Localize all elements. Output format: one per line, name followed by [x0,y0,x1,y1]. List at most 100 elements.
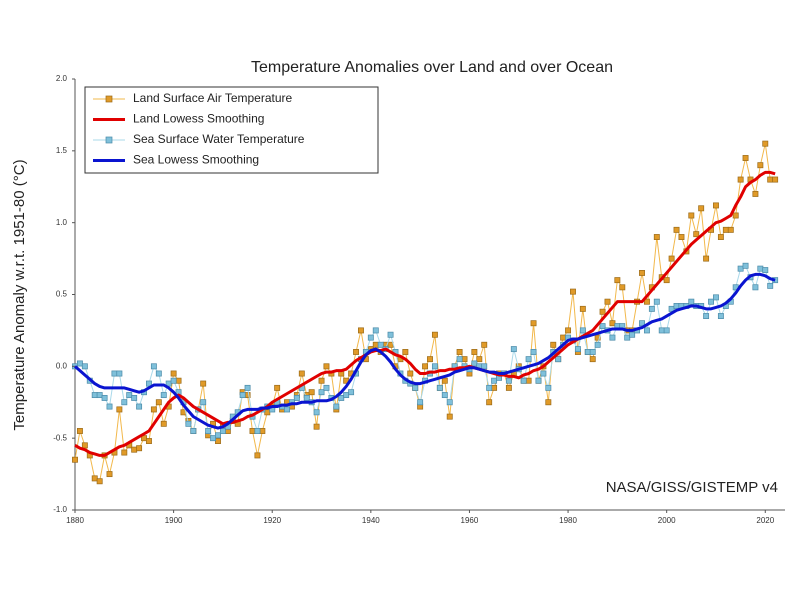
data-point [722,226,729,233]
data-point [653,298,660,305]
y-tick-label: 0.5 [56,290,68,299]
data-point [643,298,650,305]
data-point [456,356,463,363]
data-point [535,377,542,384]
data-point [155,399,162,406]
data-point [358,327,364,334]
x-tick-label: 1900 [165,516,183,525]
data-point [348,389,355,396]
data-point [565,327,572,334]
data-point [160,420,167,427]
data-point [668,255,675,262]
data-point [752,284,759,291]
data-point [732,212,739,219]
data-point [91,392,98,399]
data-point [604,298,611,305]
data-point [545,384,552,391]
data-point [742,262,749,269]
data-point [619,284,626,291]
data-point [446,399,453,406]
y-tick-label: -0.5 [53,433,67,442]
x-tick-label: 1940 [362,516,380,525]
data-point [106,471,113,478]
data-point [150,363,157,370]
legend-marker [105,95,113,103]
data-point [244,384,251,391]
data-point [259,428,266,434]
x-tick-label: 1920 [263,516,281,525]
data-point [205,428,212,434]
data-point [387,341,394,348]
data-point [431,331,438,338]
y-tick-label: 2.0 [56,74,68,83]
data-point [136,445,143,452]
data-point [555,356,562,363]
y-tick-label: 1.5 [56,146,68,155]
data-point [96,478,103,485]
data-point [417,399,424,406]
data-point [762,140,769,147]
data-point [717,234,724,240]
data-point [76,360,83,367]
data-point [249,428,256,434]
data-point [333,403,340,410]
data-point [101,394,108,401]
data-point [431,363,438,370]
data-point [757,162,764,169]
data-point [131,446,138,453]
data-point [653,234,660,240]
data-point [505,384,512,391]
data-point [673,303,680,309]
data-point [599,308,606,315]
smoothing-line [74,272,776,430]
data-point [215,438,221,444]
data-point [170,377,177,384]
data-point [185,420,192,427]
data-point [155,370,162,377]
data-point [264,409,271,416]
data-point [589,356,596,363]
data-point [589,349,596,355]
data-point [574,346,581,353]
data-point [372,327,379,334]
data-point [81,363,88,370]
data-point [717,313,724,320]
data-point [91,475,98,482]
data-point [486,384,493,391]
data-point [510,346,517,353]
data-point [387,331,394,338]
data-point [210,435,217,442]
data-point [422,363,429,370]
data-point [170,370,177,377]
data-point [713,294,719,301]
data-point [96,392,103,399]
data-point [688,298,695,305]
data-point [293,394,300,401]
data-point [116,406,123,413]
data-point [767,176,774,183]
legend-label: Land Surface Air Temperature [133,91,293,105]
data-point [412,384,419,391]
data-point [298,370,305,377]
data-point [461,356,468,363]
data-point [584,349,591,355]
data-point [491,377,498,384]
data-point [116,370,123,377]
data-point [308,389,315,396]
data-point [703,313,710,320]
data-point [150,406,157,413]
data-point [658,327,665,334]
data-point [323,363,330,370]
data-point [106,403,113,410]
data-point [520,377,527,384]
data-point [648,305,655,312]
data-point [284,406,290,413]
data-point [121,399,128,406]
data-point [570,288,576,295]
data-point [338,394,345,401]
data-point [131,394,138,401]
data-point [436,384,443,391]
data-point [609,334,616,341]
data-point [175,377,182,384]
